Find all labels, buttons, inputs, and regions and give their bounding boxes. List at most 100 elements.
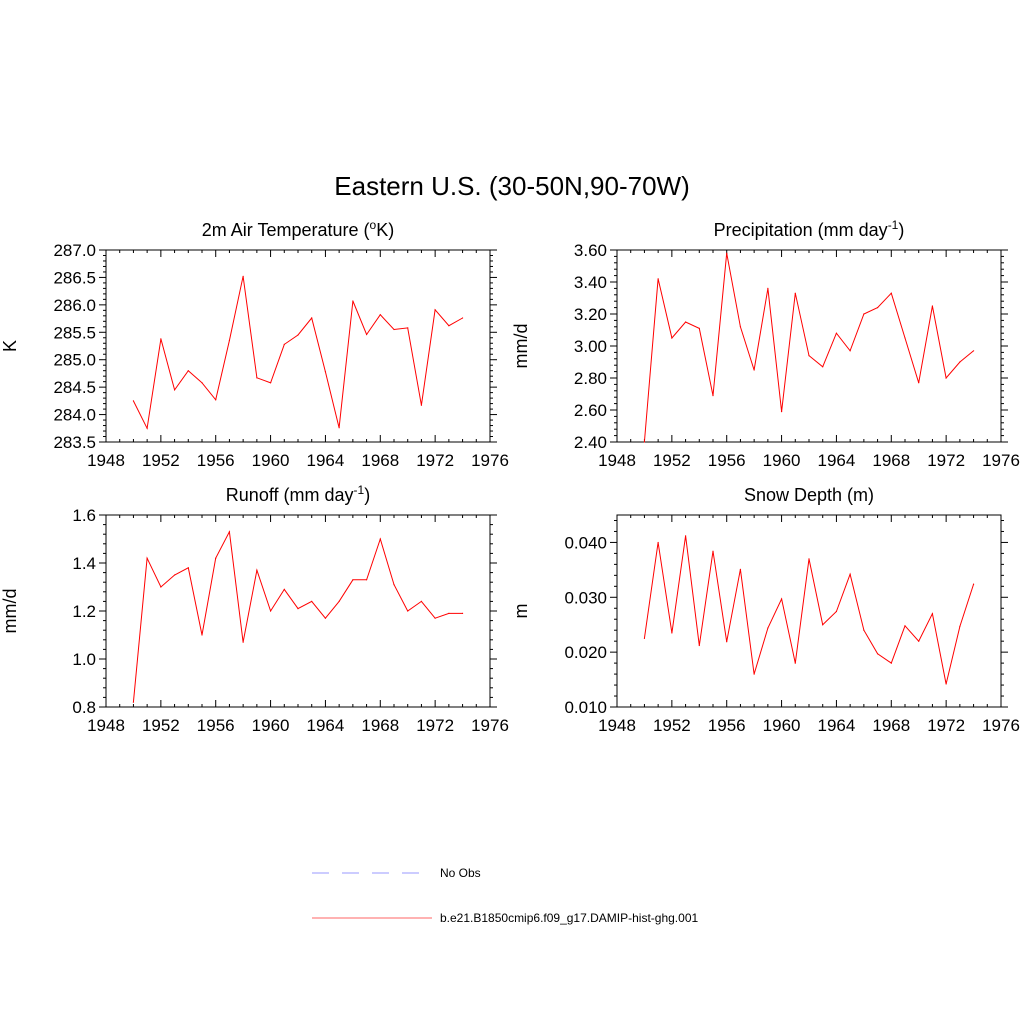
x-tick-label: 1948 [87, 716, 125, 735]
x-tick-label: 1964 [307, 716, 345, 735]
x-tick-label: 1952 [142, 451, 180, 470]
data-point [187, 370, 189, 372]
y-tick-label: 3.60 [574, 241, 607, 260]
data-point [160, 586, 162, 588]
data-point [393, 328, 395, 331]
data-point [228, 339, 231, 342]
data-point [146, 427, 148, 429]
data-point [352, 300, 354, 302]
data-point [657, 278, 659, 280]
data-point [352, 579, 354, 581]
data-point [201, 634, 203, 636]
data-point [794, 292, 796, 294]
data-point [698, 327, 700, 329]
x-tick-label: 1964 [307, 451, 345, 470]
y-tick-label: 3.20 [574, 305, 607, 324]
data-point [393, 584, 395, 586]
data-point [173, 574, 176, 576]
data-point [890, 292, 892, 294]
x-tick-label: 1956 [197, 451, 235, 470]
data-point [890, 662, 892, 664]
data-point [256, 569, 258, 571]
y-tick-label: 286.5 [53, 268, 96, 287]
data-point [780, 598, 783, 600]
y-tick-label: 0.8 [72, 698, 96, 717]
data-point [739, 326, 742, 328]
data-point [215, 557, 217, 559]
panel-title-superscript: -1 [354, 483, 365, 497]
y-tick-label: 3.00 [574, 337, 607, 356]
series-line-temperature [132, 276, 463, 430]
panel-snow-depth: Snow Depth (m) 1948 1952 1956 1960 1964 1968 19… [511, 485, 1020, 735]
data-point [849, 350, 851, 352]
x-tick-label: 1960 [763, 451, 801, 470]
data-point [173, 389, 176, 391]
data-point [379, 538, 381, 540]
panel-precipitation: Precipitation (mm day-1) 1948 1952 1956 1960… [511, 218, 1020, 470]
y-axis-label: K [0, 340, 20, 352]
data-point [338, 600, 340, 603]
data-point [201, 382, 203, 384]
data-point [132, 400, 135, 402]
data-point [726, 641, 728, 643]
x-tick-label: 1956 [708, 716, 746, 735]
y-tick-label: 1.2 [72, 602, 96, 621]
x-tick-label: 1976 [471, 716, 509, 735]
x-tick-label: 1972 [927, 716, 965, 735]
x-tick-label: 1948 [598, 716, 636, 735]
data-point [146, 557, 148, 559]
data-point [228, 531, 231, 533]
data-point [808, 355, 810, 357]
data-point [461, 612, 464, 615]
x-tick-label: 1968 [361, 716, 399, 735]
data-point [712, 550, 714, 552]
legend-label-obs: No Obs [440, 866, 481, 880]
data-point [972, 350, 975, 352]
panel-temperature: 2m Air Temperature (oK) 1948 1952 1956 1960 1… [0, 218, 509, 470]
y-tick-label: 2.80 [574, 369, 607, 388]
data-point [918, 640, 920, 642]
data-point [684, 321, 687, 323]
panel-title-text: 2m Air Temperature ( [202, 220, 370, 240]
y-tick-label: 0.010 [564, 698, 607, 717]
data-point [684, 535, 687, 537]
data-point [698, 644, 700, 647]
y-tick-label: 285.0 [53, 351, 96, 370]
data-point [863, 629, 865, 631]
data-point [808, 558, 810, 560]
data-point [780, 411, 783, 413]
data-point [904, 337, 906, 339]
plot-frame [105, 514, 491, 708]
y-tick-label: 287.0 [53, 241, 96, 260]
panel-title-tail: K) [376, 220, 394, 240]
data-point [420, 404, 423, 406]
panel-title-snow-depth: Snow Depth (m) [744, 485, 874, 505]
y-tick-label: 284.5 [53, 378, 96, 397]
x-tick-label: 1964 [818, 716, 856, 735]
series-line-snow-depth [643, 535, 975, 685]
data-point [726, 252, 728, 254]
data-point [959, 625, 961, 627]
data-point [365, 579, 368, 581]
y-axis-label: mm/d [0, 589, 20, 634]
panel-title-text: Precipitation (mm day [714, 220, 888, 240]
data-point [931, 613, 934, 615]
panel-title-text: Runoff (mm day [226, 485, 354, 505]
data-point [283, 588, 285, 591]
data-point [643, 441, 646, 443]
data-point [434, 309, 436, 311]
data-point [311, 317, 313, 319]
data-point [324, 617, 327, 619]
data-point [242, 641, 244, 643]
panel-title-superscript: o [370, 218, 377, 232]
data-point [420, 600, 423, 603]
x-tick-label: 1968 [361, 451, 399, 470]
y-tick-label: 283.5 [53, 433, 96, 452]
data-point [132, 701, 135, 703]
panel-title-text: Snow Depth (m) [744, 485, 874, 505]
x-tick-label: 1972 [927, 451, 965, 470]
y-tick-label: 0.030 [564, 588, 607, 607]
x-tick-label: 1948 [598, 451, 636, 470]
data-point [835, 610, 838, 613]
